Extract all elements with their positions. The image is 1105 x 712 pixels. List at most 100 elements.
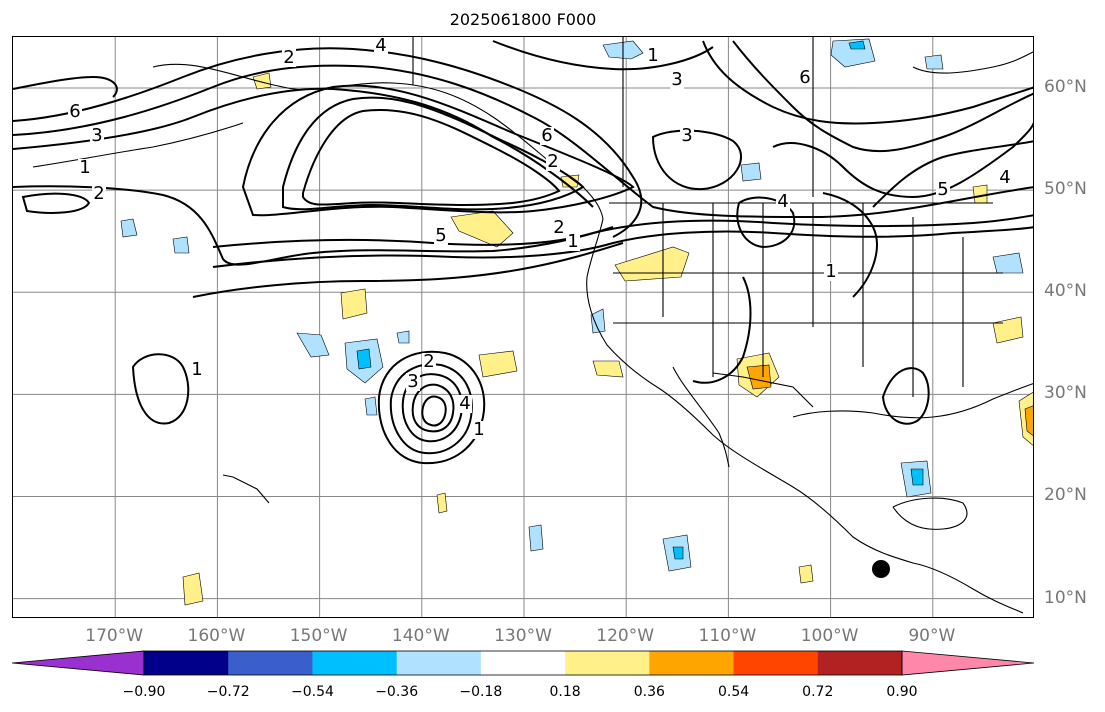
contour-label-bg	[936, 181, 950, 199]
longitude-label: 100°W	[800, 626, 859, 646]
yucatan	[892, 497, 968, 530]
anomaly-patch	[528, 524, 544, 552]
contour-label: 6	[69, 101, 80, 122]
anomaly-patch	[924, 54, 944, 70]
latitude-label: 60°N	[1044, 77, 1087, 98]
latitude-label: 20°N	[1044, 485, 1087, 506]
contour-label-bg	[458, 395, 472, 413]
contour-label: 4	[999, 167, 1010, 188]
contour-label: 2	[553, 217, 564, 238]
colorbar-segment	[733, 651, 819, 675]
anomaly-patch	[364, 396, 378, 416]
colorbar-tick-label: 0.72	[802, 684, 834, 700]
colorbar-tick-label: −0.90	[122, 684, 166, 700]
contour-line	[212, 226, 1033, 268]
contour-label-bg	[540, 127, 554, 145]
colorbar-extend-low	[12, 650, 145, 676]
anomaly-patch	[672, 546, 684, 560]
longitude-label: 130°W	[494, 626, 552, 646]
anomaly-patch	[450, 210, 514, 248]
contour-label: 3	[407, 371, 418, 392]
colorbar-segment	[396, 651, 482, 675]
contour-line	[241, 84, 635, 217]
latitude-label: 40°N	[1044, 281, 1087, 302]
contour-label: 5	[937, 179, 948, 200]
longitude-label: 110°W	[698, 626, 757, 646]
latitude-label: 30°N	[1044, 383, 1087, 404]
contour-line	[822, 192, 878, 298]
contour-line	[881, 367, 930, 425]
contour-label-bg	[824, 263, 838, 281]
latitude-label: 10°N	[1044, 587, 1087, 608]
colorbar-outline	[143, 650, 903, 676]
anomaly-patch	[972, 184, 988, 204]
aleutian-chain	[32, 122, 244, 168]
anomaly-patch	[746, 364, 772, 390]
contour-label-bg	[374, 37, 388, 55]
colorbar	[12, 650, 1035, 676]
longitude-label: 150°W	[289, 626, 348, 646]
baja-california	[672, 366, 730, 468]
north-america-west-coast	[586, 218, 1024, 614]
contour-line	[282, 96, 585, 211]
anomaly-patch	[798, 564, 814, 584]
colorbar-segment	[144, 651, 229, 675]
anomaly-patch	[848, 40, 866, 50]
contour-label: 1	[825, 261, 836, 282]
contour-label: 1	[473, 419, 484, 440]
anomaly-patch	[436, 492, 448, 514]
gulf-coast	[792, 383, 1033, 419]
colorbar-segment	[565, 651, 650, 675]
contour-line	[131, 353, 190, 425]
colorbar-segment	[228, 651, 313, 675]
contour-label: 6	[541, 125, 552, 146]
contour-label-bg	[998, 169, 1012, 187]
colorbar-tick-label: 0.18	[549, 684, 581, 700]
contour-label: 4	[375, 37, 386, 56]
contour-label-bg	[282, 49, 296, 67]
map-title: 2025061800 F000	[449, 10, 597, 29]
contour-label: 2	[93, 183, 104, 204]
colorbar-segment	[312, 651, 398, 675]
anomaly-patch	[296, 332, 330, 358]
contour-line	[492, 40, 714, 71]
contour-label: 1	[647, 45, 658, 66]
colorbar-tick-label: −0.18	[459, 684, 503, 700]
longitude-label: 140°W	[391, 626, 450, 646]
longitude-label: 90°W	[908, 626, 956, 646]
contour-label-bg	[680, 127, 694, 145]
contour-label: 2	[423, 351, 434, 372]
colorbar-segment	[480, 651, 566, 675]
contour-label: 2	[547, 151, 558, 172]
anomaly-patch	[592, 360, 624, 378]
contour-line	[302, 109, 561, 207]
contour-line	[13, 87, 594, 208]
hawaii	[222, 474, 270, 504]
contour-line	[13, 64, 1033, 219]
contour-label: 6	[799, 67, 810, 88]
contour-line	[401, 373, 463, 443]
contour-label-bg	[798, 69, 812, 87]
contour-line	[702, 40, 1033, 125]
contour-label: 3	[681, 125, 692, 146]
contour-label: 2	[283, 47, 294, 68]
anomaly-patch	[396, 330, 410, 344]
contour-line	[13, 47, 643, 238]
anomaly-patch	[1024, 405, 1033, 436]
colorbar-tick-label: −0.72	[206, 684, 250, 700]
contour-label-bg	[78, 159, 92, 177]
contour-label: 4	[777, 191, 788, 212]
graticule	[13, 37, 1033, 617]
contour-line	[421, 395, 447, 427]
contour-label-bg	[670, 71, 684, 89]
contour-label: 1	[191, 359, 202, 380]
contours	[13, 40, 1033, 465]
contour-label: 4	[459, 393, 470, 414]
location-marker[interactable]	[872, 560, 890, 578]
anomaly-patch	[590, 308, 606, 334]
anomaly-patch	[172, 236, 190, 254]
contour-label-bg	[472, 421, 486, 439]
